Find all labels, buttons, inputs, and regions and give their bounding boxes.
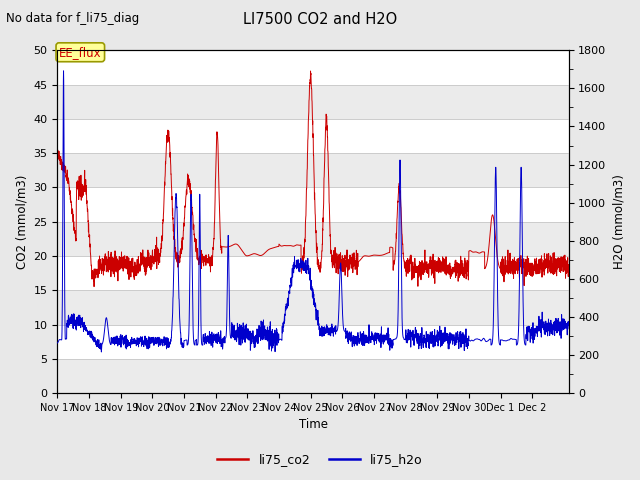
Legend: li75_co2, li75_h2o: li75_co2, li75_h2o [212, 448, 428, 471]
Y-axis label: H2O (mmol/m3): H2O (mmol/m3) [612, 174, 625, 269]
X-axis label: Time: Time [298, 419, 328, 432]
Text: No data for f_li75_diag: No data for f_li75_diag [6, 12, 140, 25]
Text: LI7500 CO2 and H2O: LI7500 CO2 and H2O [243, 12, 397, 27]
Bar [58, 50, 568, 84]
Bar [58, 222, 568, 256]
Bar [58, 84, 568, 119]
Bar [58, 119, 568, 153]
Bar [58, 256, 568, 290]
Bar [58, 153, 568, 187]
Bar [58, 324, 568, 359]
Text: EE_flux: EE_flux [59, 46, 102, 59]
Bar [58, 359, 568, 393]
Bar [58, 187, 568, 222]
Bar [58, 290, 568, 324]
Y-axis label: CO2 (mmol/m3): CO2 (mmol/m3) [15, 175, 28, 269]
